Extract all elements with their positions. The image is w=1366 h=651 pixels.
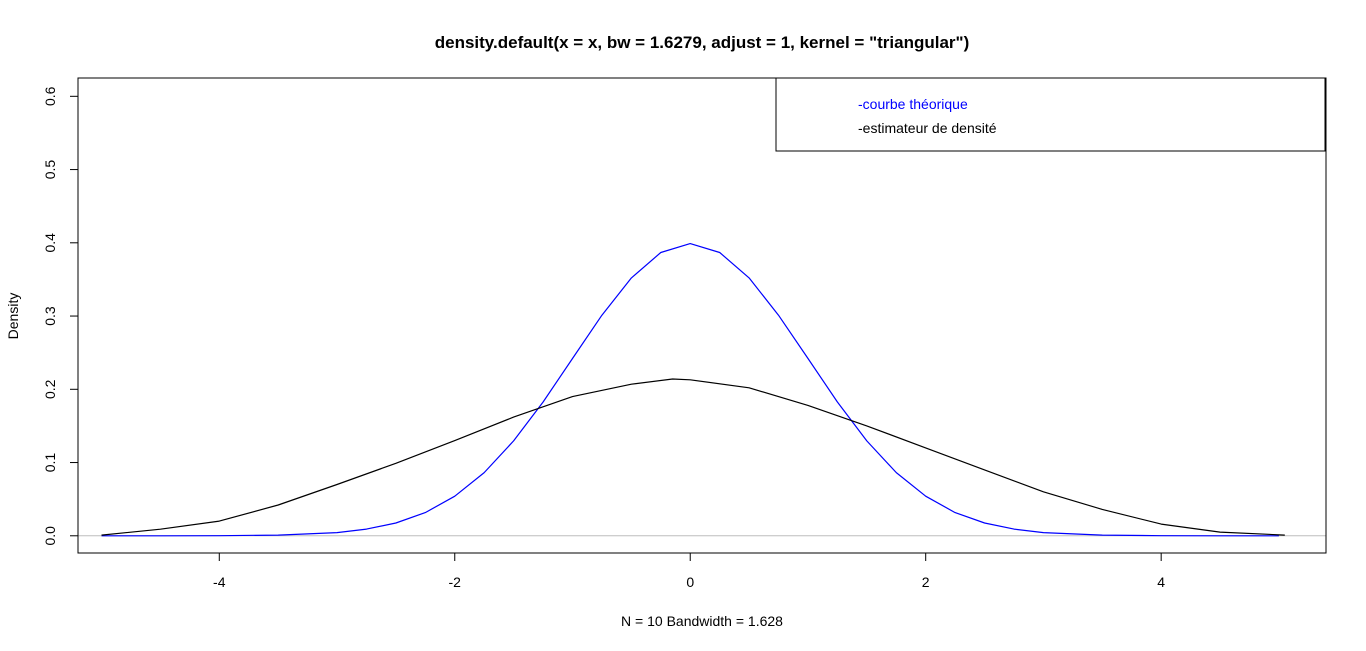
legend-box	[775, 77, 1326, 152]
x-tick-label: 2	[922, 574, 930, 590]
plot-area	[78, 243, 1326, 537]
y-tick-label: 0.3	[42, 306, 58, 326]
legend-entry-theoretical: -courbe théorique	[858, 96, 968, 112]
x-tick-label: 4	[1157, 574, 1165, 590]
y-axis-label: Density	[5, 293, 21, 340]
y-tick-label: 0.4	[42, 233, 58, 253]
x-tick-label: 0	[686, 574, 694, 590]
y-tick-label: 0.1	[42, 453, 58, 473]
y-tick-label: 0.6	[42, 86, 58, 106]
chart-title: density.default(x = x, bw = 1.6279, adju…	[435, 33, 970, 52]
x-axis-label: N = 10 Bandwidth = 1.628	[621, 613, 783, 629]
legend: -courbe théorique -estimateur de densité	[775, 77, 1326, 152]
series-line-1	[101, 378, 1285, 536]
x-tick-label: -2	[449, 574, 462, 590]
y-tick-label: 0.2	[42, 379, 58, 399]
y-tick-label: 0.5	[42, 160, 58, 180]
x-tick-label: -4	[213, 574, 226, 590]
y-tick-label: 0.0	[42, 526, 58, 546]
legend-entry-estimator: -estimateur de densité	[858, 120, 997, 136]
axes: -4 -2 0 2 4 0.0 0.1 0.2 0.3 0.4 0.5 0.6	[42, 77, 1327, 590]
series-line-0	[101, 243, 1279, 537]
